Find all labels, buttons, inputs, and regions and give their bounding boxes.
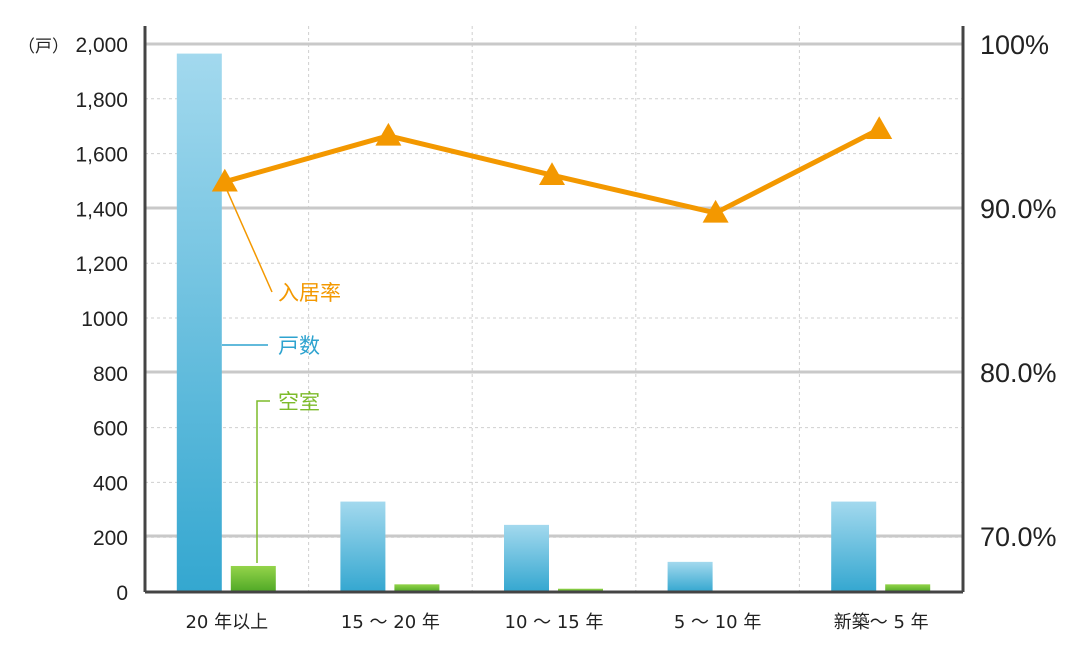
- y-tick-label: 800: [93, 363, 128, 386]
- occupancy-point-4: [866, 116, 893, 140]
- occupancy-point-2: [539, 162, 565, 185]
- y-tick-label: 1,200: [75, 253, 128, 276]
- bar-vacant-1: [394, 584, 440, 592]
- axes: [143, 26, 965, 594]
- bar-units-2: [504, 524, 549, 592]
- bar-units-4: [831, 501, 877, 592]
- annotation-vacant: 空室: [278, 390, 320, 414]
- y-tick-label: 1,600: [75, 144, 128, 167]
- annotation-leader-vacant: [256, 400, 270, 563]
- bars: [176, 53, 931, 592]
- y-tick-label: 2,000: [75, 34, 128, 57]
- y-tick-label: 0: [116, 582, 128, 605]
- bar-units-0: [176, 53, 222, 592]
- y2-tick-label: 70.0%: [980, 522, 1057, 552]
- bar-vacant-0: [230, 565, 276, 592]
- y-tick-label: 400: [93, 472, 128, 495]
- y2-tick-label: 100%: [980, 30, 1049, 60]
- category-label: 15 ～ 20 年: [341, 612, 440, 633]
- bar-vacant-4: [885, 584, 931, 592]
- y-unit-label: （戸）: [18, 37, 69, 57]
- y-tick-label: 600: [93, 418, 128, 441]
- annotation-leader-occupancy: [226, 189, 273, 293]
- occupancy-line: [211, 116, 893, 223]
- occupancy-point-3: [702, 199, 729, 223]
- y-tick-label: 1000: [81, 308, 128, 331]
- occupancy-point-0: [211, 168, 238, 192]
- labels: 20 年以上 15 ～ 20 年 10 ～ 15 年 5 ～ 10 年 新築～ 5 年 0…: [18, 30, 1057, 633]
- y-tick-label: 1,800: [75, 89, 128, 112]
- bar-units-1: [340, 501, 386, 592]
- annotation-occupancy: 入居率: [278, 281, 341, 305]
- bar-vacant-2: [558, 588, 603, 592]
- y2-tick-label: 80.0%: [980, 358, 1057, 388]
- bar-units-3: [667, 561, 713, 592]
- y2-tick-label: 90.0%: [980, 194, 1057, 224]
- category-label: 20 年以上: [185, 612, 268, 633]
- grid: [145, 26, 963, 592]
- category-label: 10 ～ 15 年: [505, 612, 604, 633]
- occupancy-point-1: [375, 122, 402, 146]
- y-tick-label: 1,400: [75, 198, 128, 221]
- annotation-units: 戸数: [278, 334, 320, 358]
- category-label: 新築～ 5 年: [834, 612, 929, 633]
- category-label: 5 ～ 10 年: [674, 612, 762, 633]
- y-tick-label: 200: [93, 527, 128, 550]
